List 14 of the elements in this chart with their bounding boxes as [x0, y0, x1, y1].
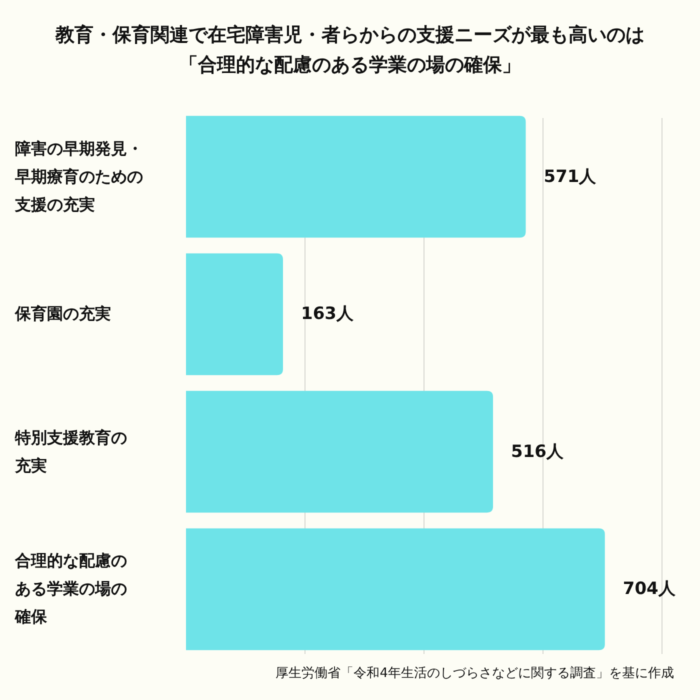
y-tick-label: 合理的な配慮のある学業の場の確保: [15, 550, 128, 628]
bar: [186, 116, 526, 238]
y-tick-label: 特別支援教育の充実: [15, 426, 128, 477]
text: 厚生労働省「令和4年生活のしづらさなどに関する調査」を基に作成: [276, 665, 674, 682]
chart-title: 教育・保育関連で在宅障害児・者らからの支援ニーズが最も高いのは「合理的な配慮のある学業の場の確保」: [54, 23, 646, 78]
data-label: 571人: [544, 166, 596, 188]
bar: [186, 390, 494, 513]
data-label: 163人: [300, 303, 354, 326]
bar: [186, 253, 283, 376]
y-tick-label: 保育園の充実: [15, 303, 112, 326]
data-label: 704人: [622, 578, 676, 600]
y-tick-label: 障害の早期発見・早期療育のための支援の充実: [15, 138, 144, 216]
bar: [186, 528, 605, 650]
data-label: 516人: [511, 440, 564, 463]
